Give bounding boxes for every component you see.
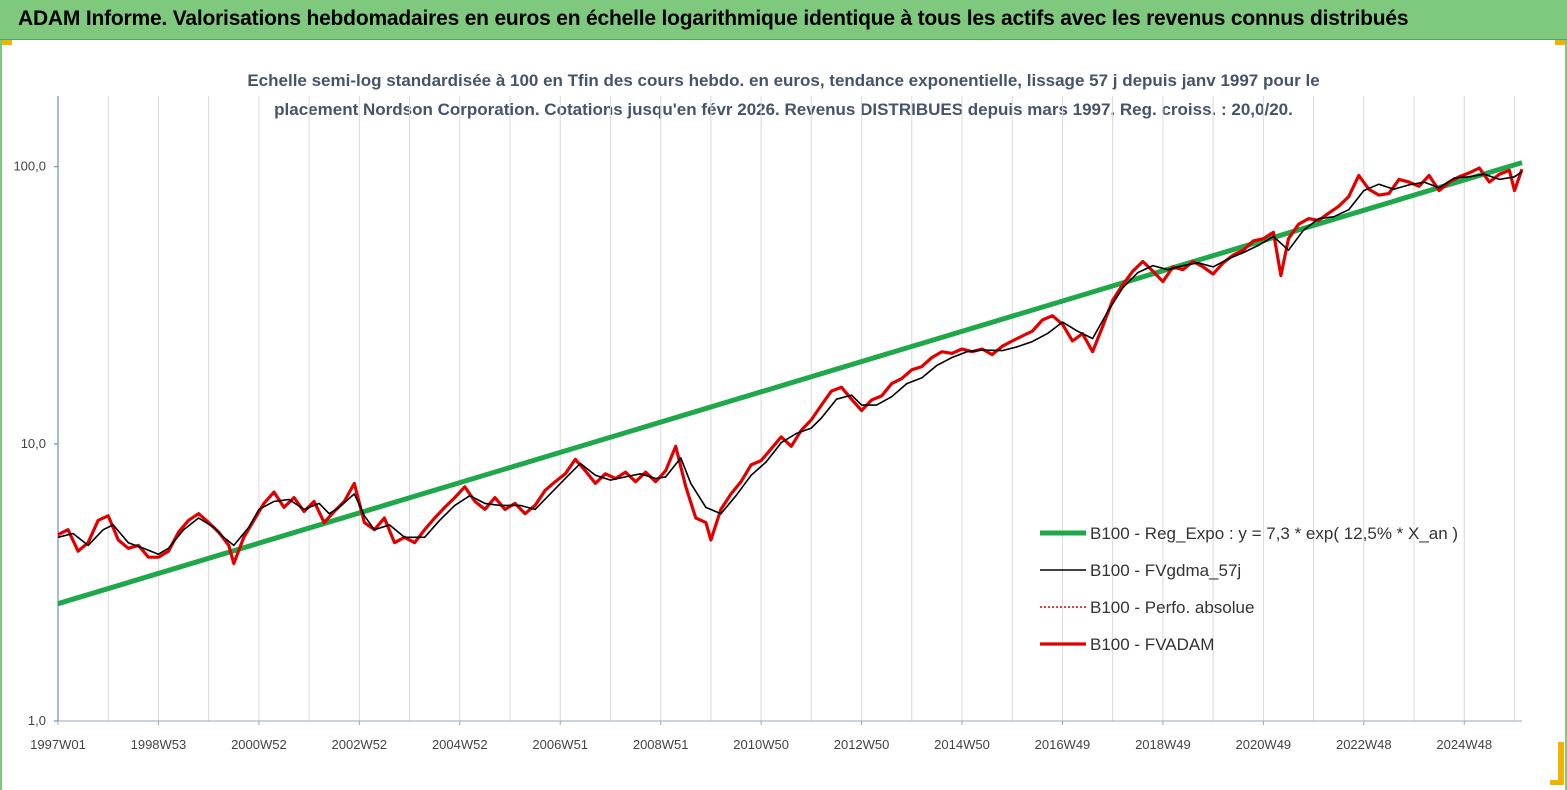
x-tick-label: 2002W52 xyxy=(332,737,388,752)
x-tick-label: 2018W49 xyxy=(1135,737,1191,752)
legend-label: B100 - FVADAM xyxy=(1090,635,1214,654)
y-tick-label: 10,0 xyxy=(21,436,46,451)
corner-mark-bottom-right-foot xyxy=(1550,780,1564,785)
x-tick-label: 1997W01 xyxy=(30,737,86,752)
chart-subtitle-line-1: Echelle semi-log standardisée à 100 en T… xyxy=(247,71,1320,90)
x-tick-label: 2008W51 xyxy=(633,737,689,752)
x-tick-label: 2016W49 xyxy=(1035,737,1091,752)
banner-title: ADAM Informe. Valorisations hebdomadaire… xyxy=(18,7,1409,30)
legend-label: B100 - FVgdma_57j xyxy=(1090,561,1241,580)
x-tick-label: 2024W48 xyxy=(1436,737,1492,752)
legend-layer: B100 - Reg_Expo : y = 7,3 * exp( 12,5% *… xyxy=(1040,524,1458,654)
report-banner: ADAM Informe. Valorisations hebdomadaire… xyxy=(0,0,1567,40)
x-tick-label: 2010W50 xyxy=(733,737,789,752)
chart-subtitle-line-2: placement Nordson Corporation. Cotations… xyxy=(274,100,1293,119)
x-tick-label: 2006W51 xyxy=(532,737,588,752)
grid-layer xyxy=(57,96,1515,721)
axis-layer: 1,0 10,0 100,0 1997W01 1998W53 2000W52 2002W52… xyxy=(13,96,1522,752)
x-tick-label: 2022W48 xyxy=(1336,737,1392,752)
x-tick-label: 2012W50 xyxy=(834,737,890,752)
x-tick-label: 2020W49 xyxy=(1236,737,1292,752)
corner-mark-bottom-right xyxy=(1558,742,1564,782)
series-line-regression xyxy=(57,160,1523,607)
y-tick-label: 100,0 xyxy=(13,159,46,174)
corner-mark-top-left xyxy=(0,40,12,45)
y-tick-label: 1,0 xyxy=(28,713,46,728)
x-tick-label: 2000W52 xyxy=(231,737,287,752)
x-tick-label: 1998W53 xyxy=(131,737,187,752)
chart-frame xyxy=(0,40,1567,790)
x-tick-label: 2014W50 xyxy=(934,737,990,752)
chart-subtitle: Echelle semi-log standardisée à 100 en T… xyxy=(0,66,1567,124)
legend-label: B100 - Reg_Expo : y = 7,3 * exp( 12,5% *… xyxy=(1090,524,1458,543)
corner-mark-top-right xyxy=(1555,40,1567,45)
legend-label: B100 - Perfo. absolue xyxy=(1090,598,1254,617)
series-layer xyxy=(57,160,1524,607)
x-tick-label: 2004W52 xyxy=(432,737,488,752)
series-line-smooth xyxy=(57,171,1523,555)
